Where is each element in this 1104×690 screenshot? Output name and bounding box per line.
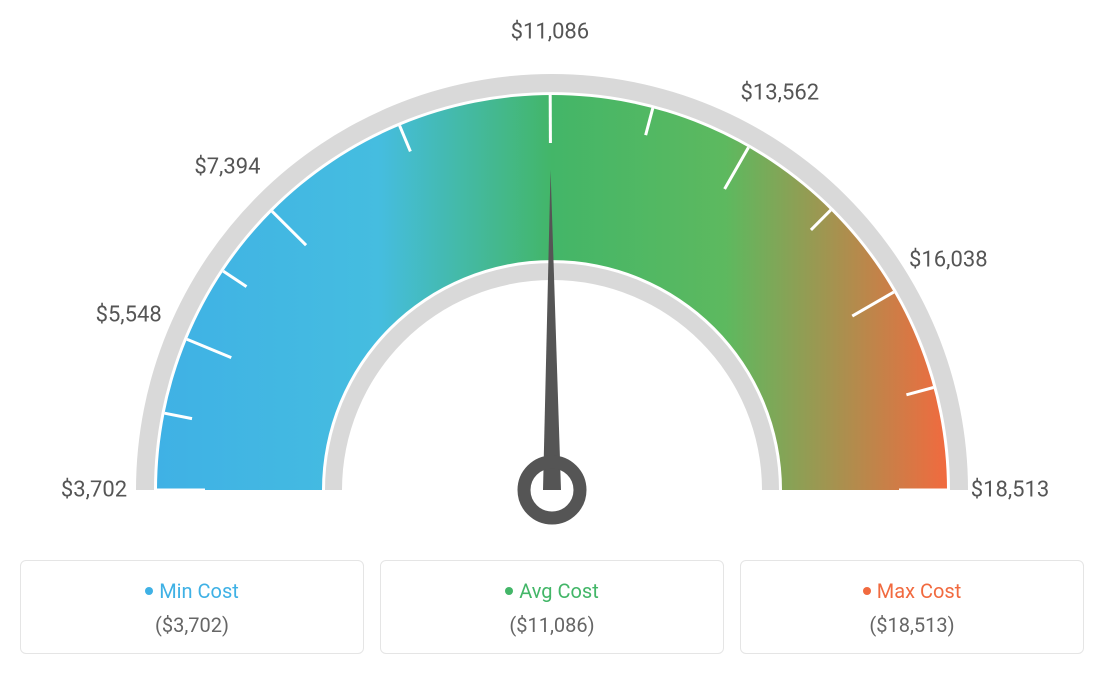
legend-row: Min Cost ($3,702) Avg Cost ($11,086) Max…	[20, 560, 1084, 654]
legend-dot-avg	[505, 587, 513, 595]
legend-card-avg: Avg Cost ($11,086)	[380, 560, 724, 654]
cost-gauge-widget: $3,702 $5,548 $7,394 $11,086 $13,562 $16,038 $…	[20, 20, 1084, 654]
legend-dot-max	[863, 587, 871, 595]
gauge-svg	[20, 20, 1084, 560]
legend-dot-min	[145, 587, 153, 595]
gauge-tick-label: $5,548	[96, 303, 162, 328]
gauge-tick-label: $7,394	[194, 154, 260, 179]
legend-value-min: ($3,702)	[31, 613, 353, 637]
gauge-tick-label: $18,513	[971, 478, 1050, 503]
legend-title-avg: Avg Cost	[391, 579, 713, 603]
legend-card-max: Max Cost ($18,513)	[740, 560, 1084, 654]
legend-title-min: Min Cost	[31, 579, 353, 603]
gauge-tick-label: $3,702	[61, 478, 127, 503]
gauge-tick-label: $16,038	[909, 248, 988, 273]
legend-label-avg: Avg Cost	[519, 579, 599, 603]
gauge-chart: $3,702 $5,548 $7,394 $11,086 $13,562 $16,038 $…	[20, 20, 1084, 560]
legend-title-max: Max Cost	[751, 579, 1073, 603]
legend-card-min: Min Cost ($3,702)	[20, 560, 364, 654]
gauge-tick-label: $11,086	[511, 20, 590, 45]
legend-value-max: ($18,513)	[751, 613, 1073, 637]
legend-label-max: Max Cost	[877, 579, 962, 603]
legend-label-min: Min Cost	[159, 579, 239, 603]
legend-value-avg: ($11,086)	[391, 613, 713, 637]
gauge-tick-label: $13,562	[741, 80, 820, 105]
